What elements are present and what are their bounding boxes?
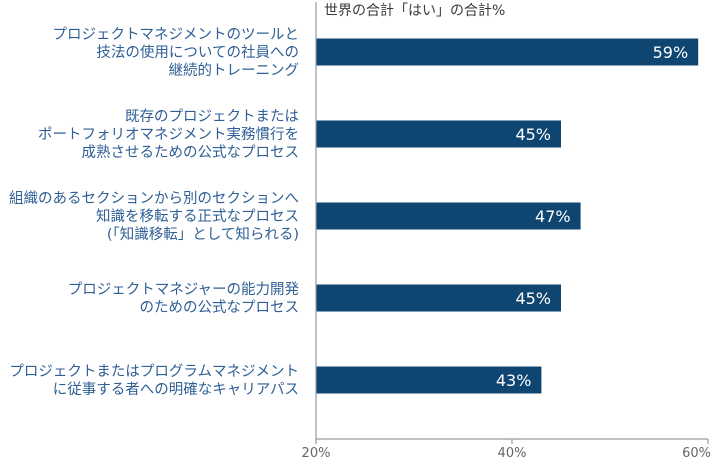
category-label: プロジェクトまたはプログラムマネジメントに従事する者への明確なキャリアパス <box>9 363 299 398</box>
bar-value-label: 59% <box>653 43 689 62</box>
bars: 59% 45% 47% 45% 43% <box>316 38 699 394</box>
category-labels: プロジェクトマネジメントのツールと技法の使用についての社員への継続的トレーニング… <box>9 26 299 398</box>
category-label-line: 継続的トレーニング <box>169 62 300 79</box>
x-tick-label: 40% <box>498 446 527 459</box>
bar-value-label: 47% <box>535 207 571 226</box>
category-label-line: に従事する者への明確なキャリアパス <box>53 381 299 398</box>
category-label-line: 成熟させるための公式なプロセス <box>82 144 300 161</box>
bar-value-label: 43% <box>496 371 532 390</box>
category-label-line: プロジェクトマネジメントのツールと <box>53 26 300 43</box>
chart-title: 世界の合計「はい」の合計% <box>324 3 505 19</box>
bar <box>316 202 581 230</box>
category-label: プロジェクトマネジメントのツールと技法の使用についての社員への継続的トレーニング <box>53 26 300 79</box>
bar <box>316 38 699 66</box>
x-tick-label: 20% <box>302 446 331 459</box>
category-label-line: のための公式なプロセス <box>140 299 300 316</box>
category-label-line: 知識を移転する正式なプロセス <box>96 208 299 225</box>
category-label-line: 既存のプロジェクトまたは <box>125 108 299 125</box>
category-label-line: 組織のあるセクションから別のセクションへ <box>9 190 299 207</box>
bar <box>316 366 542 394</box>
category-label: プロジェクトマネジャーの能力開発のための公式なプロセス <box>68 281 300 316</box>
category-label-line: プロジェクトまたはプログラムマネジメント <box>9 363 299 380</box>
bar <box>316 120 561 148</box>
category-label-line: (「知識移転」として知られる) <box>107 226 299 243</box>
bar-value-label: 45% <box>515 289 551 308</box>
x-tick-label: 60% <box>682 446 711 459</box>
category-label-line: プロジェクトマネジャーの能力開発 <box>68 281 300 298</box>
axes: 20% 40% 60% <box>302 2 711 459</box>
category-label: 既存のプロジェクトまたはポートフォリオマネジメント実務慣行を成熟させるための公式… <box>38 108 299 161</box>
bar <box>316 284 561 312</box>
category-label: 組織のあるセクションから別のセクションへ知識を移転する正式なプロセス(「知識移転… <box>9 190 299 243</box>
bar-value-label: 45% <box>515 125 551 144</box>
category-label-line: 技法の使用についての社員への <box>96 44 299 61</box>
category-label-line: ポートフォリオマネジメント実務慣行を <box>38 125 299 143</box>
